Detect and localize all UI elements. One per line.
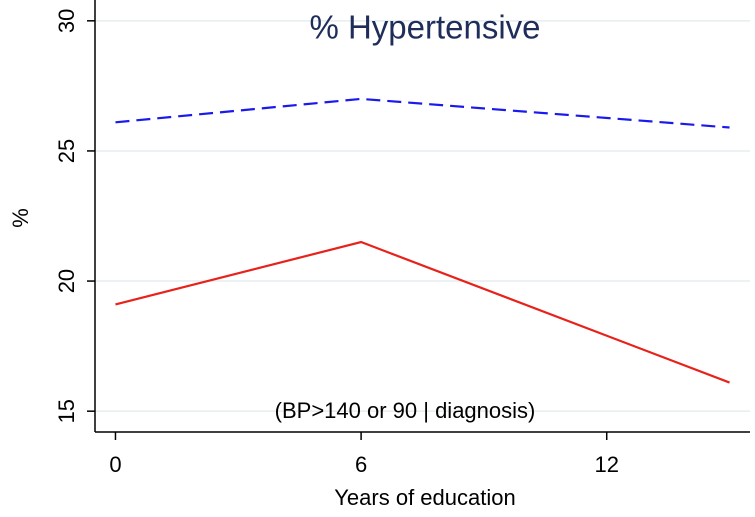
x-tick-label: 6 <box>355 452 367 477</box>
chart-title: % Hypertensive <box>309 9 540 46</box>
x-tick-label: 12 <box>594 452 618 477</box>
y-axis-label: % <box>8 208 33 228</box>
y-tick-label: 25 <box>54 139 79 163</box>
annotation: (BP>140 or 90 | diagnosis) <box>275 398 536 423</box>
y-tick-label: 20 <box>54 269 79 293</box>
y-tick-label: 15 <box>54 399 79 423</box>
y-tick-label: 30 <box>54 9 79 33</box>
x-axis-label: Years of education <box>334 485 515 510</box>
series-line <box>115 97 730 129</box>
x-tick-label: 0 <box>109 452 121 477</box>
series-line <box>115 240 730 384</box>
